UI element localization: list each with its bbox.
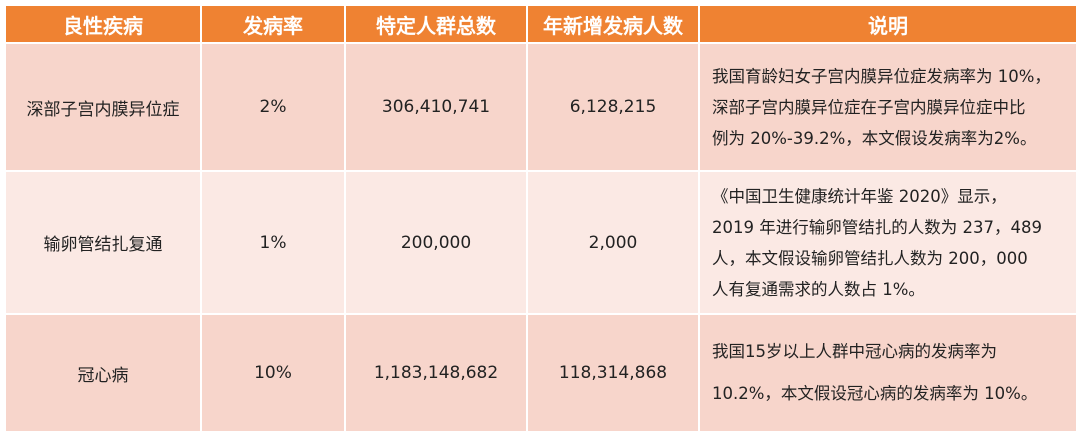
cell-new-cases: 118,314,868 [526, 313, 700, 433]
cell-new-cases: 2,000 [526, 170, 700, 315]
note-line: 2019 年进行输卵管结扎的人数为 237，489 [712, 217, 1042, 237]
cell-note: 我国15岁以上人群中冠心病的发病率为 10.2%，本文假设冠心病的发病率为 10… [698, 313, 1078, 433]
header-new-cases: 年新增发病人数 [526, 4, 700, 44]
disease-table: 良性疾病 发病率 特定人群总数 年新增发病人数 说明 深部子宫内膜异位症 2% … [4, 4, 1078, 433]
note-line: 人有复通需求的人数占 1%。 [712, 279, 925, 299]
cell-note: 《中国卫生健康统计年鉴 2020》显示， 2019 年进行输卵管结扎的人数为 2… [698, 170, 1078, 315]
header-note: 说明 [698, 4, 1078, 44]
cell-population: 1,183,148,682 [344, 313, 528, 433]
note-line: 深部子宫内膜异位症在子宫内膜异位症中比 [712, 97, 1026, 117]
cell-disease: 输卵管结扎复通 [4, 170, 202, 315]
table-header-row: 良性疾病 发病率 特定人群总数 年新增发病人数 说明 [4, 4, 1078, 44]
cell-new-cases: 6,128,215 [526, 42, 700, 172]
cell-disease: 深部子宫内膜异位症 [4, 42, 202, 172]
note-line: 我国育龄妇女子宫内膜异位症发病率为 10%， [712, 66, 1051, 86]
table-row: 冠心病 10% 1,183,148,682 118,314,868 我国15岁以… [4, 313, 1078, 433]
note-line: 人，本文假设输卵管结扎人数为 200，000 [712, 248, 1028, 268]
cell-population: 306,410,741 [344, 42, 528, 172]
note-line: 《中国卫生健康统计年鉴 2020》显示， [712, 186, 1007, 206]
table-row: 输卵管结扎复通 1% 200,000 2,000 《中国卫生健康统计年鉴 202… [4, 170, 1078, 315]
cell-rate: 10% [200, 313, 346, 433]
cell-rate: 2% [200, 42, 346, 172]
header-disease: 良性疾病 [4, 4, 202, 44]
note-line: 我国15岁以上人群中冠心病的发病率为 [712, 342, 997, 361]
note-line: 10.2%，本文假设冠心病的发病率为 10%。 [712, 384, 1038, 403]
cell-note: 我国育龄妇女子宫内膜异位症发病率为 10%， 深部子宫内膜异位症在子宫内膜异位症… [698, 42, 1078, 172]
table-row: 深部子宫内膜异位症 2% 306,410,741 6,128,215 我国育龄妇… [4, 42, 1078, 172]
header-population: 特定人群总数 [344, 4, 528, 44]
header-rate: 发病率 [200, 4, 346, 44]
note-line: 例为 20%-39.2%，本文假设发病率为2%。 [712, 128, 1037, 148]
cell-disease: 冠心病 [4, 313, 202, 433]
cell-population: 200,000 [344, 170, 528, 315]
cell-rate: 1% [200, 170, 346, 315]
